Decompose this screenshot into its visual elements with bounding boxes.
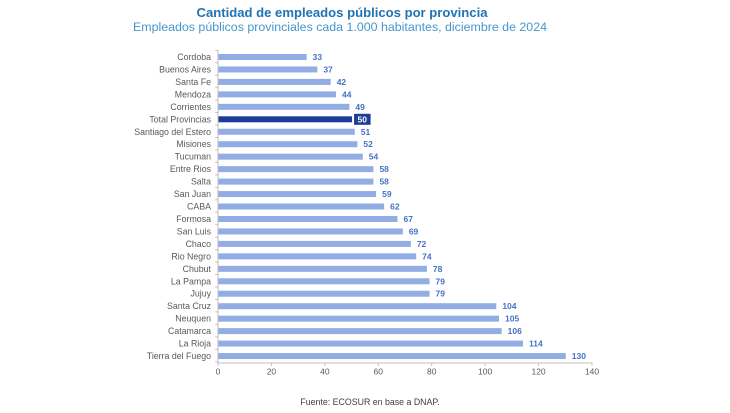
svg-text:106: 106	[508, 326, 522, 336]
svg-text:49: 49	[355, 102, 365, 112]
svg-text:44: 44	[342, 89, 352, 99]
svg-text:0: 0	[216, 367, 221, 377]
svg-text:114: 114	[529, 339, 543, 349]
svg-text:104: 104	[502, 301, 516, 311]
svg-text:Chubut: Chubut	[183, 264, 212, 274]
svg-text:54: 54	[369, 152, 379, 162]
svg-text:69: 69	[409, 226, 419, 236]
svg-text:105: 105	[505, 314, 519, 324]
svg-text:59: 59	[382, 189, 392, 199]
svg-text:58: 58	[379, 164, 389, 174]
svg-text:Empleados públicos provinciale: Empleados públicos provinciales cada 1.0…	[133, 20, 547, 34]
svg-text:42: 42	[337, 77, 347, 87]
svg-text:Cordoba: Cordoba	[177, 52, 211, 62]
svg-text:140: 140	[585, 367, 599, 377]
svg-text:33: 33	[313, 52, 323, 62]
svg-text:La Rioja: La Rioja	[179, 339, 211, 349]
svg-text:58: 58	[379, 177, 389, 187]
svg-text:20: 20	[267, 367, 277, 377]
svg-text:37: 37	[323, 64, 333, 74]
svg-text:Rio Negro: Rio Negro	[171, 251, 211, 261]
svg-text:CABA: CABA	[187, 202, 211, 212]
svg-text:Tierra del Fuego: Tierra del Fuego	[147, 351, 211, 361]
svg-text:Santa Fe: Santa Fe	[175, 77, 211, 87]
svg-text:La Pampa: La Pampa	[171, 276, 211, 286]
svg-text:Tucuman: Tucuman	[175, 152, 211, 162]
svg-text:130: 130	[572, 351, 586, 361]
svg-text:Formosa: Formosa	[176, 214, 211, 224]
svg-text:San Juan: San Juan	[174, 189, 211, 199]
svg-text:40: 40	[320, 367, 330, 377]
svg-text:Cantidad de empleados públicos: Cantidad de empleados públicos por provi…	[196, 5, 488, 20]
svg-text:San Luis: San Luis	[177, 226, 212, 236]
svg-text:79: 79	[436, 289, 446, 299]
svg-text:Mendoza: Mendoza	[175, 89, 211, 99]
svg-text:72: 72	[417, 239, 427, 249]
svg-text:Santiago del Estero: Santiago del Estero	[134, 127, 211, 137]
svg-text:100: 100	[478, 367, 492, 377]
svg-text:Jujuy: Jujuy	[190, 289, 211, 299]
svg-text:60: 60	[374, 367, 384, 377]
svg-text:79: 79	[436, 276, 446, 286]
svg-text:74: 74	[422, 251, 432, 261]
svg-text:120: 120	[531, 367, 545, 377]
svg-text:Buenos Aires: Buenos Aires	[159, 64, 211, 74]
svg-text:Misiones: Misiones	[176, 139, 211, 149]
svg-text:Neuquen: Neuquen	[175, 314, 211, 324]
svg-text:62: 62	[390, 202, 400, 212]
svg-text:80: 80	[427, 367, 437, 377]
svg-text:Catamarca: Catamarca	[168, 326, 211, 336]
svg-text:Entre Rios: Entre Rios	[170, 164, 212, 174]
svg-text:50: 50	[358, 114, 368, 124]
svg-text:Total Provincias: Total Provincias	[149, 114, 211, 124]
svg-text:Corrientes: Corrientes	[170, 102, 211, 112]
svg-text:52: 52	[363, 139, 373, 149]
svg-text:51: 51	[361, 127, 371, 137]
svg-text:Santa Cruz: Santa Cruz	[167, 301, 211, 311]
svg-text:78: 78	[433, 264, 443, 274]
svg-text:Fuente: ECOSUR en base a DNAP.: Fuente: ECOSUR en base a DNAP.	[300, 397, 439, 407]
svg-text:Salta: Salta	[191, 177, 211, 187]
svg-text:Chaco: Chaco	[186, 239, 212, 249]
svg-text:67: 67	[403, 214, 413, 224]
